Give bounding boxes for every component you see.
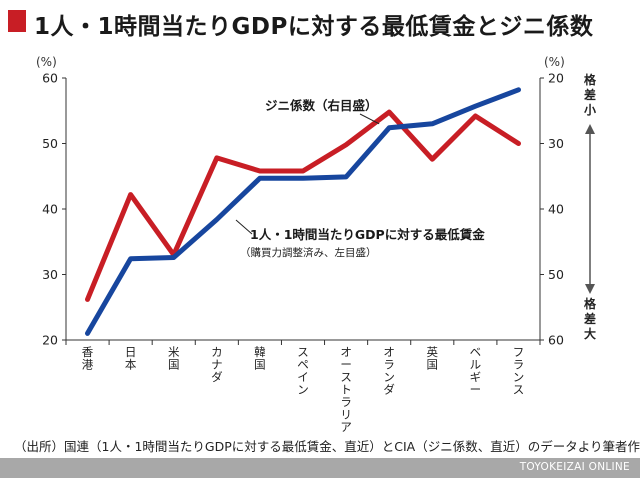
x-tick-label: スペイン <box>297 345 309 397</box>
min-wage-line <box>85 109 521 302</box>
footer-bar: TOYOKEIZAI ONLINE <box>0 458 640 478</box>
right-tick-label: 20 <box>548 71 564 86</box>
x-tick-label: 英国 <box>427 345 439 372</box>
title-marker <box>8 10 26 32</box>
right-axis: 20 30 40 50 60 <box>540 71 564 348</box>
gini-series-label: ジニ係数（右目盛） <box>265 98 378 113</box>
left-tick-label: 40 <box>42 202 58 217</box>
x-tick-label: 香港 <box>82 345 94 372</box>
x-tick-label: オーストラリア <box>340 345 352 434</box>
x-tick-label: フランス <box>513 345 525 397</box>
left-tick-label: 50 <box>42 136 58 151</box>
x-tick-label: 韓国 <box>254 345 266 372</box>
right-tick-label: 50 <box>548 267 564 282</box>
footer-brand: TOYOKEIZAI ONLINE <box>519 461 630 473</box>
right-tick-label: 30 <box>548 136 564 151</box>
gini-leader-line <box>359 113 380 125</box>
min-wage-series-label: 1人・1時間当たりGDPに対する最低賃金 <box>250 227 485 242</box>
x-tick-label: オランダ <box>383 345 395 397</box>
annotations: (%) (%) ジニ係数（右目盛） 1人・1時間当たりGDPに対する最低賃金 （… <box>36 55 597 341</box>
gap-large-label: 格差大 <box>583 296 597 341</box>
x-tick-label: 米国 <box>168 345 180 372</box>
right-axis-unit: (%) <box>544 55 565 69</box>
gap-small-label: 格差小 <box>583 72 597 117</box>
gini-line <box>85 87 521 336</box>
x-axis: 香港 日本 米国 カナダ 韓国 スペイン オーストラリア オランダ 英国 ベルギー フランス <box>65 340 541 434</box>
right-tick-label: 40 <box>548 202 564 217</box>
chart-title: 1人・1時間当たりGDPに対する最低賃金とジニ係数 <box>34 14 594 40</box>
gap-arrow-head-down <box>585 284 595 294</box>
left-tick-label: 60 <box>42 71 58 86</box>
plot-frame <box>65 78 541 341</box>
min-wage-series-sublabel: （購買力調整済み、左目盛） <box>240 246 377 259</box>
gap-arrow-head-up <box>585 124 595 134</box>
title-row: 1人・1時間当たりGDPに対する最低賃金とジニ係数 <box>0 6 640 40</box>
x-tick-label: 日本 <box>125 345 137 372</box>
gap-arrow-icon <box>585 124 595 294</box>
right-tick-label: 60 <box>548 333 564 348</box>
x-tick-label: カナダ <box>211 345 223 384</box>
left-axis-unit: (%) <box>36 55 57 69</box>
left-tick-label: 20 <box>42 333 58 348</box>
left-tick-label: 30 <box>42 267 58 282</box>
x-tick-label: ベルギー <box>470 345 482 397</box>
source-note: （出所）国連（1人・1時間当たりGDPに対する最低賃金、直近）とCIA（ジニ係数… <box>14 439 640 454</box>
min-wage-leader-line <box>235 219 253 235</box>
left-axis: 60 50 40 30 20 <box>42 71 66 348</box>
series-lines <box>85 87 521 336</box>
